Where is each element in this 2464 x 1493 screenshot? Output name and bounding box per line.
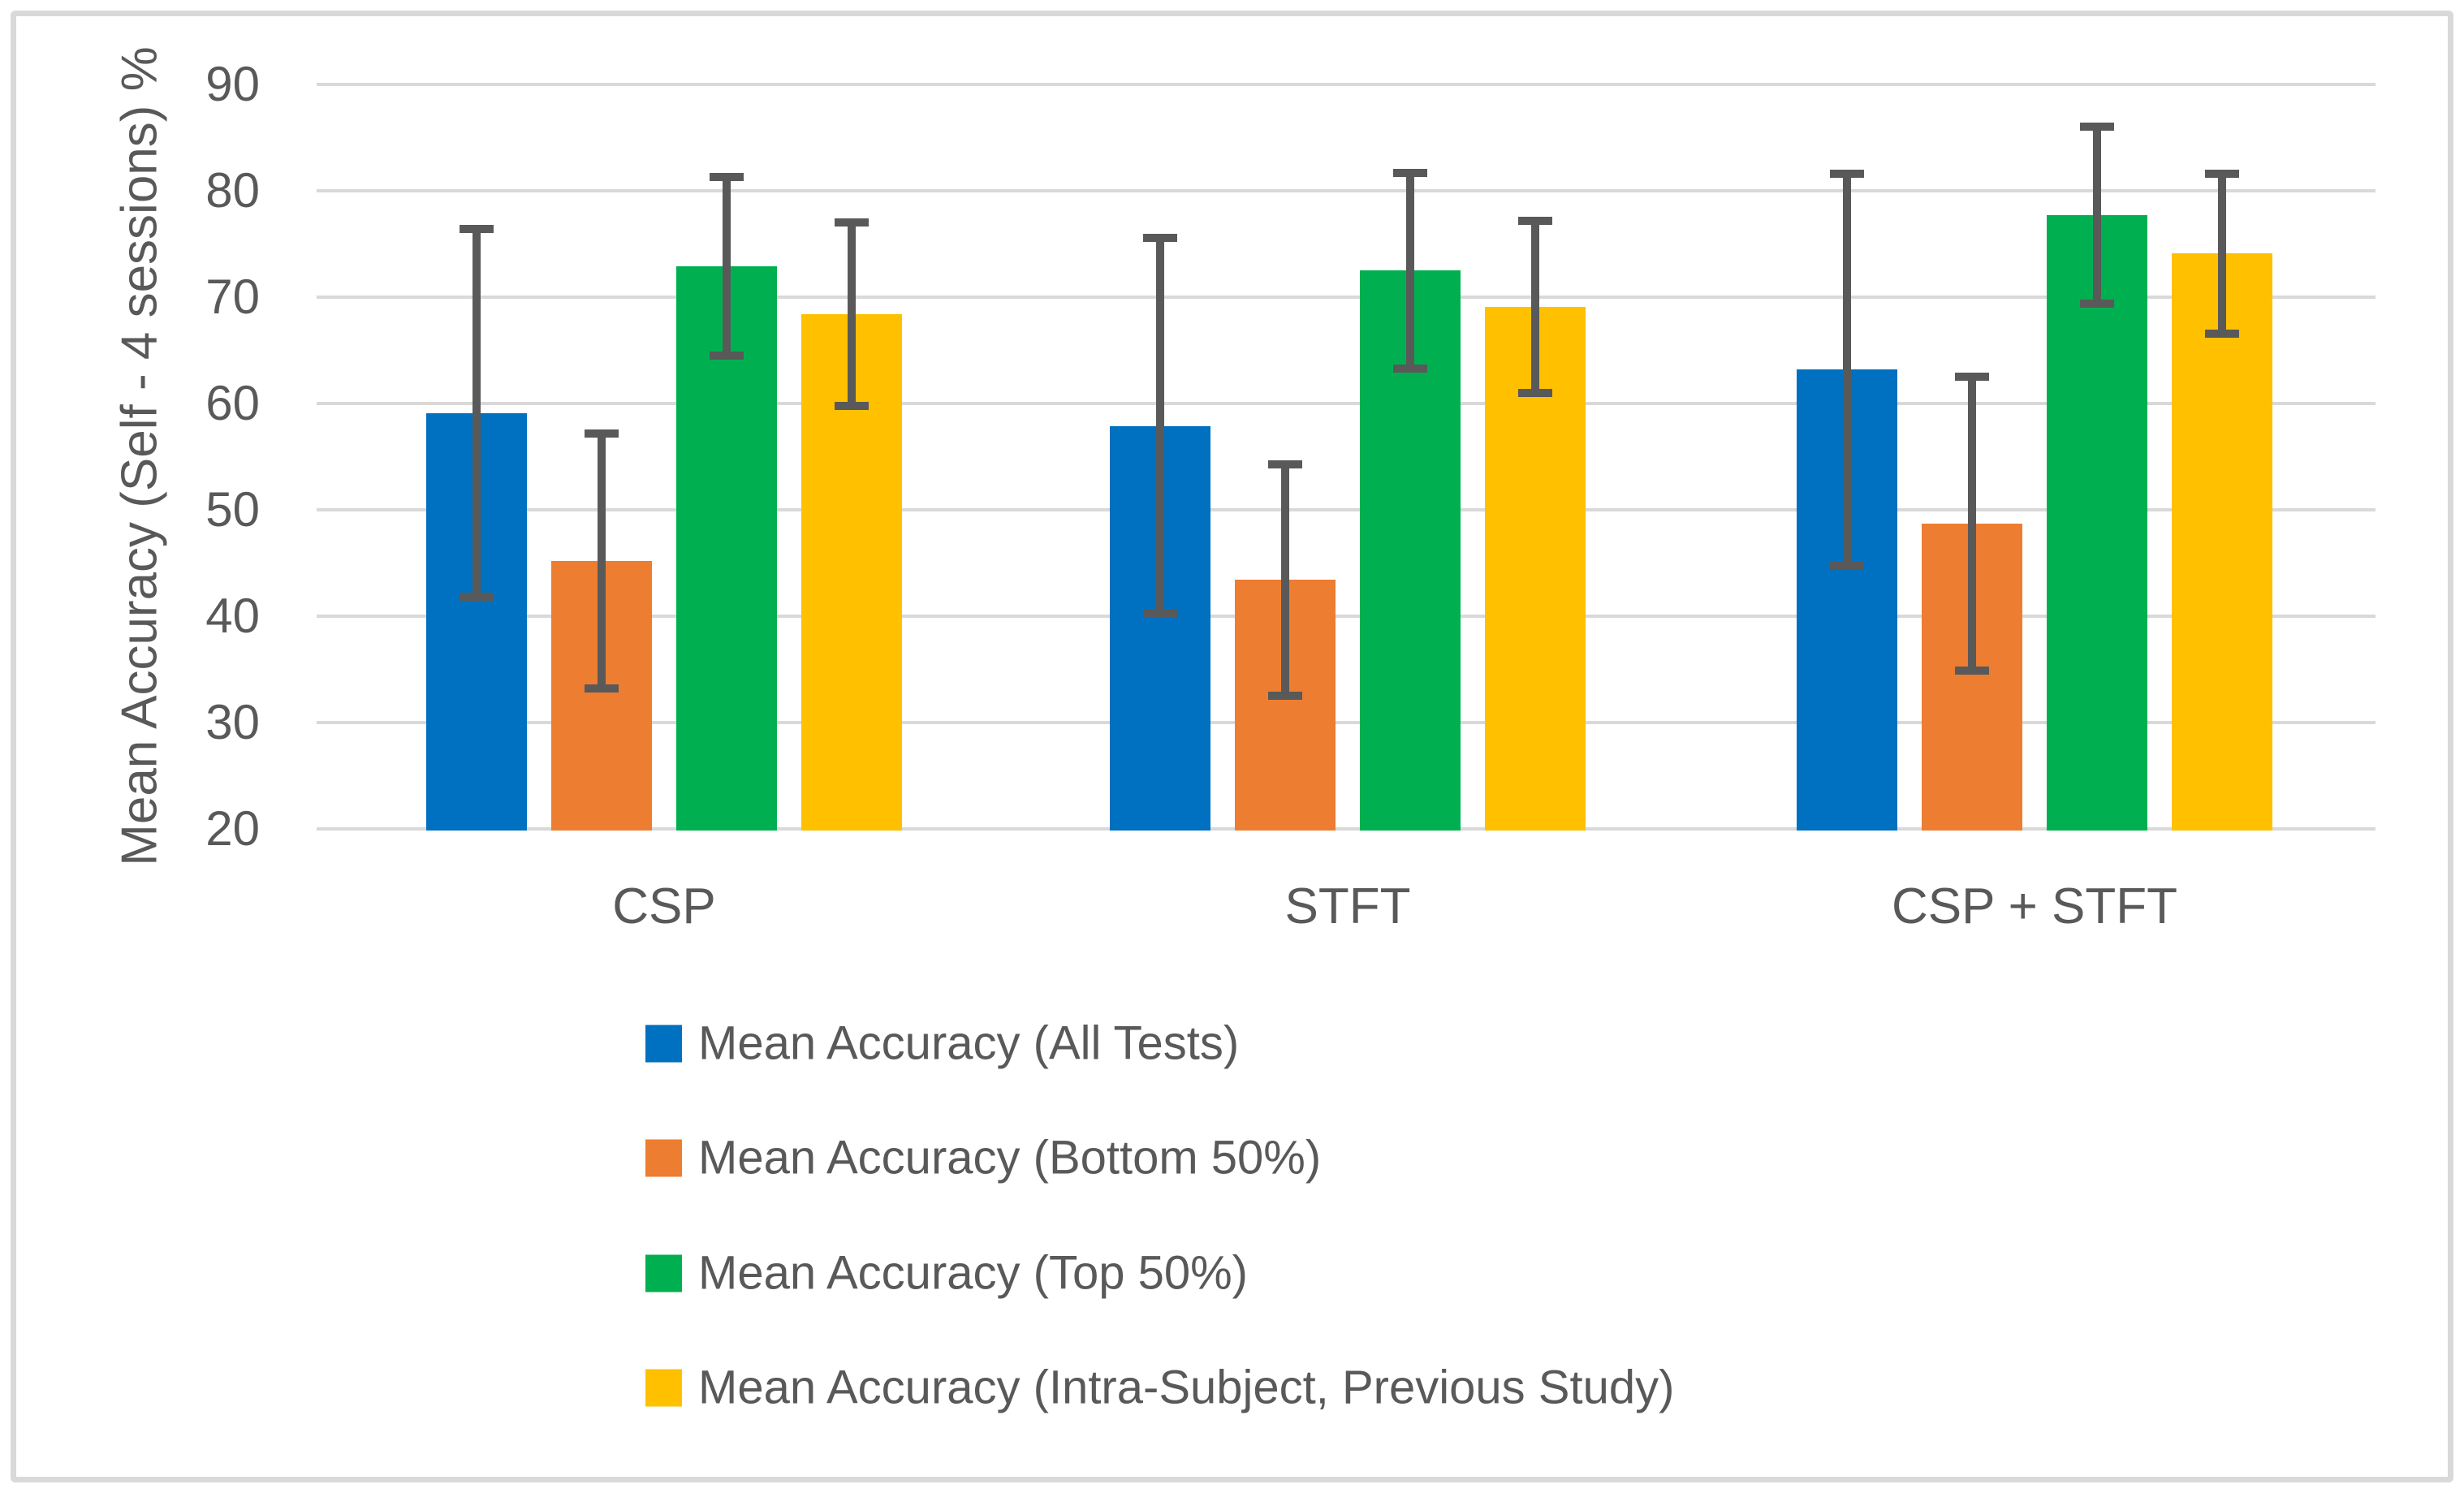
legend-label-1: Mean Accuracy (Bottom 50%) bbox=[698, 1131, 1322, 1184]
y-tick-label-50: 50 bbox=[205, 482, 260, 537]
legend-marker-0 bbox=[645, 1025, 682, 1062]
error-bar-line bbox=[848, 222, 856, 406]
gridline-70 bbox=[317, 296, 2376, 299]
error-bar-cap-top bbox=[835, 218, 869, 227]
gridline-80 bbox=[317, 189, 2376, 192]
error-bar-cap-bottom bbox=[2080, 299, 2114, 308]
y-tick-label-40: 40 bbox=[205, 589, 260, 643]
error-bar-cap-top bbox=[1393, 168, 1427, 177]
y-tick-label-60: 60 bbox=[205, 376, 260, 430]
gridline-40 bbox=[317, 615, 2376, 618]
error-bar-line bbox=[1531, 220, 1539, 393]
error-bar-line bbox=[1968, 377, 1976, 671]
category-label-stft: STFT bbox=[1284, 878, 1411, 934]
error-bar-cap-top bbox=[460, 225, 494, 234]
y-tick-label-90: 90 bbox=[205, 57, 260, 111]
error-bar-line bbox=[723, 176, 731, 356]
category-label-csp: CSP bbox=[612, 878, 716, 934]
error-bar-cap-bottom bbox=[835, 401, 869, 410]
error-bar-cap-bottom bbox=[710, 352, 744, 360]
error-bar-cap-top bbox=[1955, 373, 1989, 382]
legend-item-1: Mean Accuracy (Bottom 50%) bbox=[645, 1131, 1321, 1185]
error-bar-line bbox=[1843, 174, 1851, 566]
error-bar-cap-bottom bbox=[1143, 610, 1177, 619]
error-bar-cap-top bbox=[585, 429, 619, 438]
legend-marker-1 bbox=[645, 1139, 682, 1176]
error-bar-line bbox=[1281, 464, 1289, 697]
legend-marker-3 bbox=[645, 1369, 682, 1406]
gridline-90 bbox=[317, 83, 2376, 86]
y-tick-label-70: 70 bbox=[205, 270, 260, 324]
error-bar-line bbox=[1406, 172, 1414, 369]
bar-csp-series-2 bbox=[676, 266, 777, 831]
error-bar-cap-top bbox=[1830, 170, 1864, 179]
bar-csp-stft-series-2 bbox=[2047, 215, 2147, 831]
error-bar-cap-bottom bbox=[1393, 364, 1427, 373]
legend-item-0: Mean Accuracy (All Tests) bbox=[645, 1016, 1239, 1071]
error-bar-cap-top bbox=[710, 172, 744, 181]
y-tick-label-30: 30 bbox=[205, 695, 260, 749]
category-label-csp-stft: CSP + STFT bbox=[1892, 878, 2177, 934]
legend-label-2: Mean Accuracy (Top 50%) bbox=[698, 1246, 1248, 1300]
y-tick-label-80: 80 bbox=[205, 163, 260, 218]
bar-csp-stft-series-3 bbox=[2172, 253, 2272, 831]
error-bar-cap-top bbox=[2205, 170, 2239, 179]
error-bar-cap-bottom bbox=[1955, 666, 1989, 675]
error-bar-cap-top bbox=[1143, 233, 1177, 242]
legend-label-3: Mean Accuracy (Intra-Subject, Previous S… bbox=[698, 1361, 1675, 1414]
error-bar-line bbox=[2093, 127, 2101, 304]
legend-marker-2 bbox=[645, 1254, 682, 1292]
error-bar-line bbox=[1156, 237, 1164, 615]
error-bar-cap-bottom bbox=[585, 684, 619, 693]
error-bar-cap-bottom bbox=[1518, 388, 1552, 397]
error-bar-cap-top bbox=[2080, 123, 2114, 132]
gridline-20 bbox=[317, 827, 2376, 831]
y-tick-label-20: 20 bbox=[205, 801, 260, 856]
gridline-30 bbox=[317, 721, 2376, 724]
error-bar-line bbox=[598, 433, 606, 689]
gridline-50 bbox=[317, 508, 2376, 511]
error-bar-line bbox=[473, 229, 481, 598]
legend-item-2: Mean Accuracy (Top 50%) bbox=[645, 1246, 1248, 1301]
error-bar-cap-top bbox=[1518, 216, 1552, 225]
error-bar-cap-bottom bbox=[1830, 561, 1864, 570]
legend-label-0: Mean Accuracy (All Tests) bbox=[698, 1016, 1240, 1070]
error-bar-cap-bottom bbox=[1268, 692, 1302, 701]
error-bar-cap-bottom bbox=[2205, 329, 2239, 338]
error-bar-cap-bottom bbox=[460, 593, 494, 602]
gridline-60 bbox=[317, 402, 2376, 405]
error-bar-line bbox=[2218, 174, 2226, 334]
legend-item-3: Mean Accuracy (Intra-Subject, Previous S… bbox=[645, 1361, 1674, 1415]
error-bar-cap-top bbox=[1268, 460, 1302, 468]
